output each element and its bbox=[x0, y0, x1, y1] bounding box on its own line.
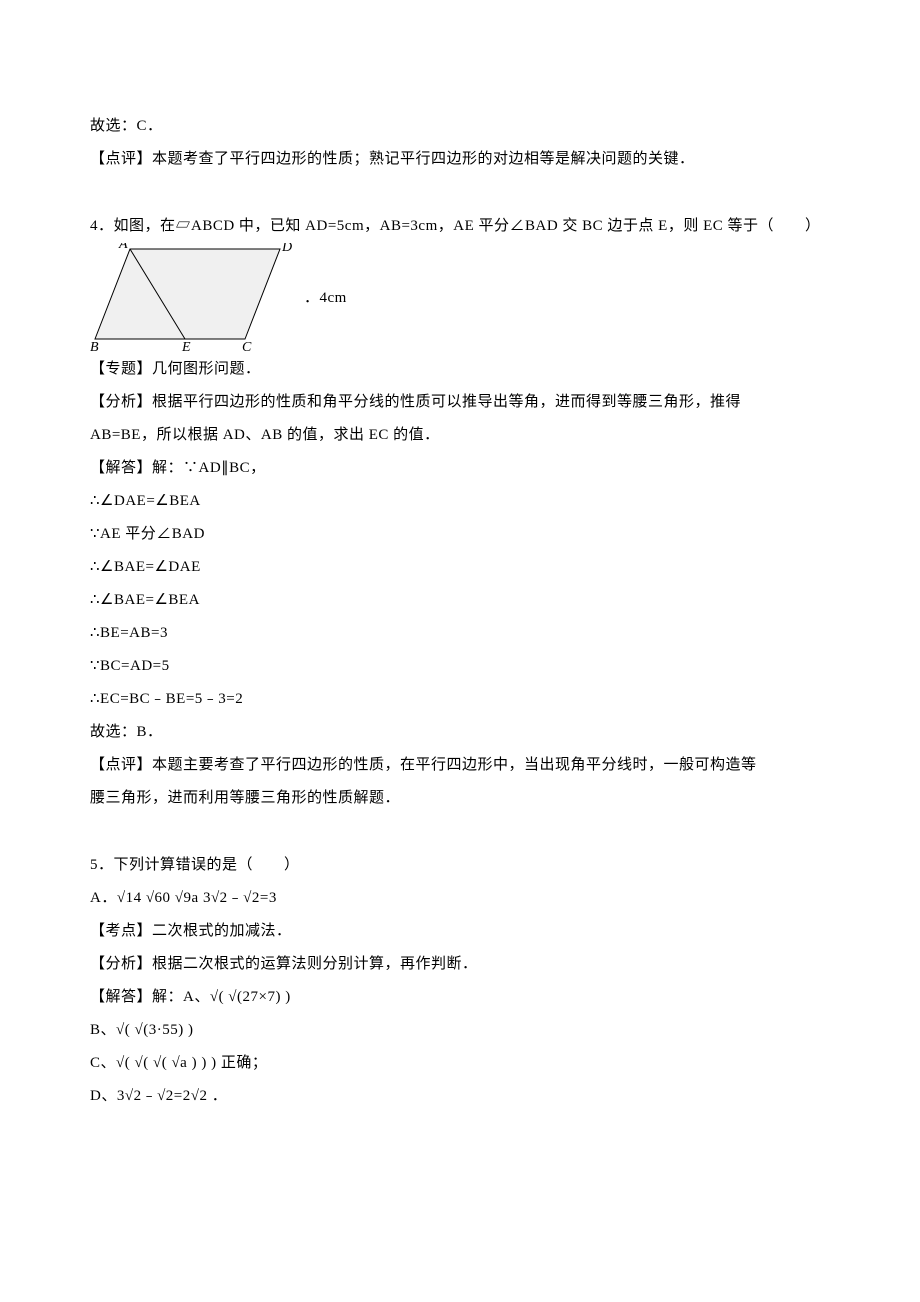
q4-answer: 故选：B． bbox=[90, 716, 830, 749]
q4-step-8: ∴EC=BC﹣BE=5﹣3=2 bbox=[90, 683, 830, 716]
q4-step-5: ∴∠BAE=∠BEA bbox=[90, 584, 830, 617]
q4-step-4: ∴∠BAE=∠DAE bbox=[90, 551, 830, 584]
q4-step-3: ∵AE 平分∠BAD bbox=[90, 518, 830, 551]
q4-step-2: ∴∠DAE=∠BEA bbox=[90, 485, 830, 518]
svg-text:E: E bbox=[181, 340, 191, 353]
page: 故选：C． 【点评】本题考查了平行四边形的性质；熟记平行四边形的对边相等是解决问… bbox=[0, 0, 920, 1173]
parallelogram-icon: A D B E C bbox=[90, 243, 300, 353]
q4-review-2: 腰三角形，进而利用等腰三角形的性质解题． bbox=[90, 782, 830, 815]
q4-stem: 4．如图，在▱ABCD 中，已知 AD=5cm，AB=3cm，AE 平分∠BAD… bbox=[90, 210, 830, 243]
spacer bbox=[90, 176, 830, 210]
q4-option-caption: ．4cm bbox=[304, 282, 347, 315]
q5-sol-b: B、√( √(3·55) ) bbox=[90, 1014, 830, 1047]
prev-answer: 故选：C． bbox=[90, 110, 830, 143]
q4-step-6: ∴BE=AB=3 bbox=[90, 617, 830, 650]
q5-sol-d: D、3√2﹣√2=2√2 ． bbox=[90, 1080, 830, 1113]
q4-step-1: 【解答】解：∵AD∥BC， bbox=[90, 452, 830, 485]
q5-sol-a: 【解答】解：A、√( √(27×7) ) bbox=[90, 981, 830, 1014]
q4-analysis-2: AB=BE，所以根据 AD、AB 的值，求出 EC 的值． bbox=[90, 419, 830, 452]
q4-figure-row: A D B E C ．4cm bbox=[90, 243, 830, 353]
q4-step-7: ∵BC=AD=5 bbox=[90, 650, 830, 683]
q4-figure: A D B E C bbox=[90, 243, 300, 353]
svg-text:A: A bbox=[118, 243, 128, 252]
svg-text:D: D bbox=[281, 243, 293, 255]
q5-analysis: 【分析】根据二次根式的运算法则分别计算，再作判断． bbox=[90, 948, 830, 981]
q5-option-a: A．√14 √60 √9a 3√2﹣√2=3 bbox=[90, 882, 830, 915]
spacer bbox=[90, 815, 830, 849]
q4-topic: 【专题】几何图形问题． bbox=[90, 353, 830, 386]
svg-text:C: C bbox=[242, 340, 252, 353]
q4-analysis-1: 【分析】根据平行四边形的性质和角平分线的性质可以推导出等角，进而得到等腰三角形，… bbox=[90, 386, 830, 419]
svg-text:B: B bbox=[90, 340, 99, 353]
q5-topic: 【考点】二次根式的加减法． bbox=[90, 915, 830, 948]
q4-review-1: 【点评】本题主要考查了平行四边形的性质，在平行四边形中，当出现角平分线时，一般可… bbox=[90, 749, 830, 782]
q5-sol-c: C、√( √( √( √a ) ) ) 正确； bbox=[90, 1047, 830, 1080]
q5-stem: 5．下列计算错误的是（ ） bbox=[90, 849, 830, 882]
prev-review: 【点评】本题考查了平行四边形的性质；熟记平行四边形的对边相等是解决问题的关键． bbox=[90, 143, 830, 176]
